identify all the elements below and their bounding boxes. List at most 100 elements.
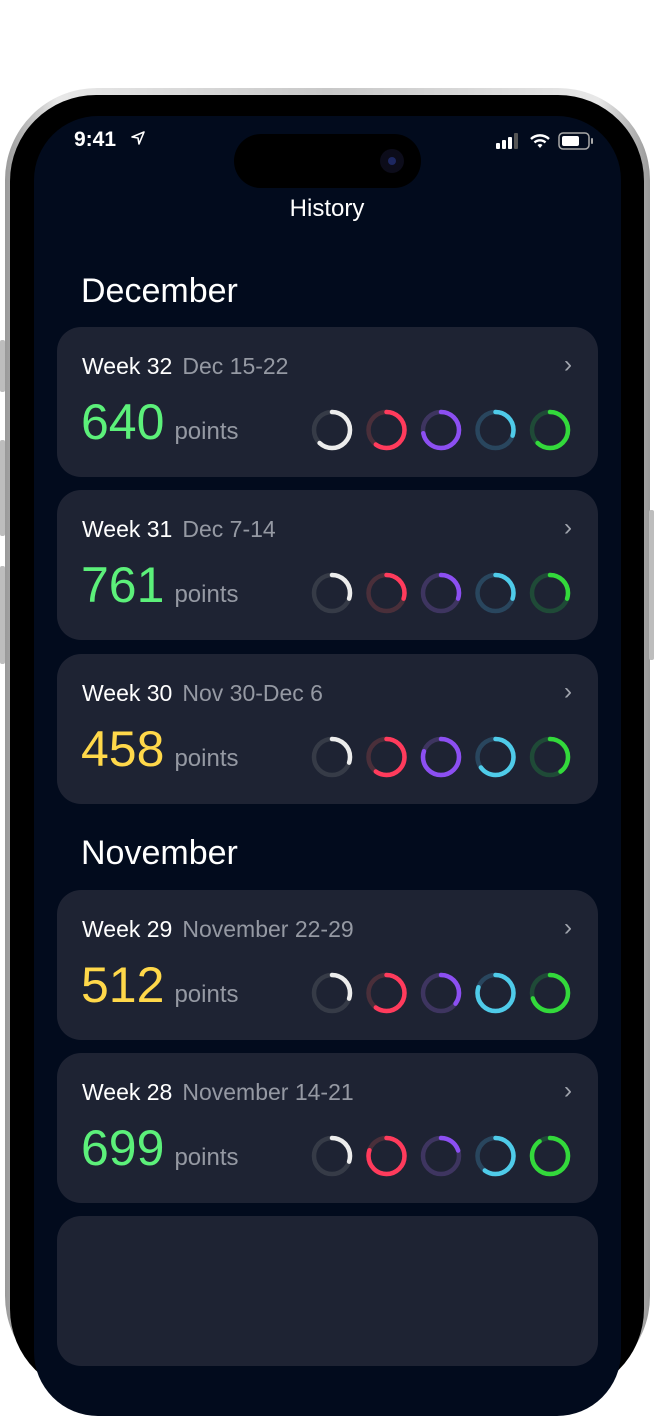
chevron-right-icon[interactable]: › [564,514,572,541]
progress-ring [475,1135,516,1177]
ring-progress [475,409,516,451]
progress-ring [529,972,571,1014]
progress-ring [366,572,407,614]
ring-progress [529,736,571,778]
location-arrow-icon [131,131,145,145]
section-month-header: December [81,272,238,310]
battery-icon [558,132,593,150]
progress-ring [529,409,571,451]
progress-ring [420,572,462,614]
volume-up-button [0,440,5,536]
progress-ring [420,409,462,451]
week-number: Week 32 [82,353,173,379]
week-label: Week 29 November 22-29 [82,916,354,943]
progress-ring [311,409,353,451]
points-value: 640 [81,394,165,450]
action-button [0,340,5,392]
week-dates: November 22-29 [182,916,354,942]
ring-progress [366,736,407,778]
section-month-header: November [81,834,238,872]
chevron-right-icon[interactable]: › [564,678,572,705]
week-label: Week 28 November 14-21 [82,1079,354,1106]
progress-rings [311,572,571,614]
progress-ring [311,972,353,1014]
points-display: 699 points [81,1119,238,1177]
ring-progress [366,1135,407,1177]
progress-ring [366,972,407,1014]
week-label: Week 31 Dec 7-14 [82,516,276,543]
progress-ring [311,572,353,614]
week-card[interactable]: Week 29 November 22-29 › 512 points [57,890,598,1040]
progress-ring [475,736,516,778]
progress-ring [366,409,407,451]
points-display: 761 points [81,556,238,614]
progress-ring [366,736,407,778]
progress-ring [475,572,516,614]
wifi-icon [530,134,550,148]
progress-rings [311,1135,571,1177]
week-card[interactable] [57,1216,598,1366]
week-card[interactable]: Week 30 Nov 30-Dec 6 › 458 points [57,654,598,804]
week-card[interactable]: Week 32 Dec 15-22 › 640 points [57,327,598,477]
progress-ring [475,409,516,451]
ring-progress [311,972,353,1014]
ring-progress [420,572,462,614]
week-dates: November 14-21 [182,1079,354,1105]
week-dates: Dec 15-22 [182,353,289,379]
progress-ring [420,972,462,1014]
ring-progress [420,1135,462,1177]
points-value: 458 [81,721,165,777]
chevron-right-icon[interactable]: › [564,1077,572,1104]
progress-ring [366,1135,407,1177]
ring-progress [366,572,407,614]
chevron-right-icon[interactable]: › [564,914,572,941]
chevron-right-icon[interactable]: › [564,351,572,378]
ring-progress [529,572,571,614]
side-button [649,510,654,660]
ring-progress [311,409,353,451]
status-time: 9:41 [74,128,117,151]
ring-progress [311,572,353,614]
camera-icon [380,149,404,173]
points-display: 512 points [81,956,238,1014]
progress-rings [311,409,571,451]
week-card[interactable]: Week 31 Dec 7-14 › 761 points [57,490,598,640]
ring-progress [366,972,407,1014]
ring-progress [366,409,407,451]
points-unit: points [174,745,239,772]
ring-progress [475,572,516,614]
ring-progress [420,736,462,778]
points-unit: points [174,981,239,1008]
progress-ring [311,736,353,778]
page-title: History [289,195,365,222]
ring-progress [420,972,462,1014]
points-value: 761 [81,557,165,613]
progress-ring [475,972,516,1014]
status-icons [496,132,594,150]
ring-progress [529,972,571,1014]
progress-rings [311,736,571,778]
volume-down-button [0,566,5,664]
points-value: 512 [81,957,165,1013]
progress-ring [529,572,571,614]
week-card[interactable]: Week 28 November 14-21 › 699 points [57,1053,598,1203]
points-unit: points [174,581,239,608]
cellular-signal-icon [496,133,518,149]
week-number: Week 28 [82,1079,173,1105]
ring-progress [529,1135,571,1177]
week-number: Week 29 [82,916,173,942]
points-value: 699 [81,1120,165,1176]
progress-ring [311,1135,353,1177]
ring-progress [311,736,353,778]
points-display: 640 points [81,393,238,451]
ring-progress [475,1135,516,1177]
week-number: Week 31 [82,516,173,542]
week-dates: Dec 7-14 [182,516,276,542]
progress-ring [529,1135,571,1177]
progress-ring [529,736,571,778]
progress-ring [420,1135,462,1177]
ring-progress [420,409,462,451]
progress-rings [311,972,571,1014]
points-unit: points [174,418,239,445]
points-display: 458 points [81,720,238,778]
